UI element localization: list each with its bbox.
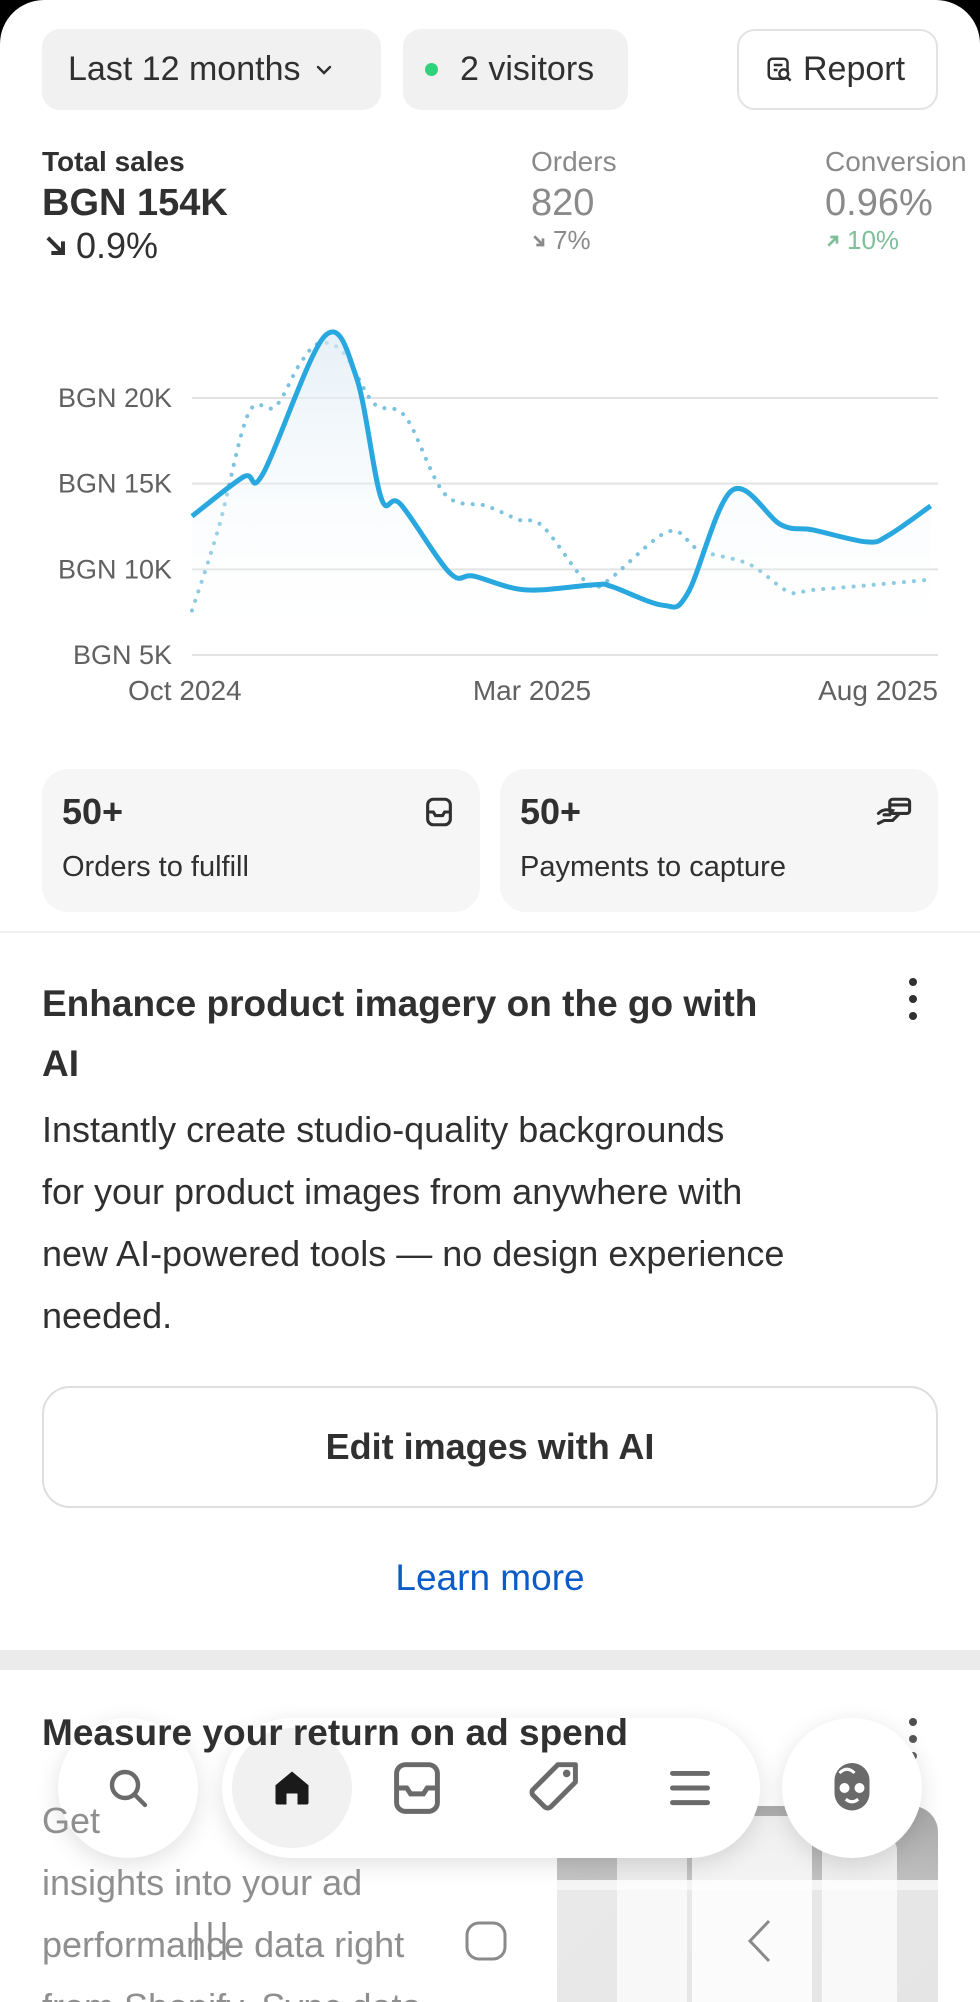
- report-button[interactable]: Report: [737, 29, 938, 110]
- card-count: 50+: [62, 791, 124, 832]
- back-icon[interactable]: [745, 1918, 775, 1964]
- edit-images-label: Edit images with AI: [325, 1426, 655, 1467]
- arrow-down-right-icon: [533, 234, 545, 246]
- series-area: [192, 331, 931, 655]
- series-line-comparison: [190, 340, 933, 613]
- x-tick-label: Aug 2025: [818, 675, 938, 706]
- metric-value: BGN 154K: [42, 182, 228, 224]
- avatar-icon: [834, 1763, 870, 1811]
- bottom-fade: [0, 1880, 980, 2002]
- metric-label: Total sales: [42, 146, 185, 177]
- metric-conversion[interactable]: Conversion 0.96% 10%: [825, 146, 967, 256]
- card-count: 50+: [520, 791, 582, 832]
- metric-value: 0.96%: [825, 182, 933, 224]
- promo-body-line: for your product images from anywhere wi…: [42, 1171, 743, 1212]
- bottom-nav-bar: [222, 1718, 760, 1858]
- next-card-body-line: insights into your ad: [42, 1862, 363, 1903]
- recents-icon[interactable]: [190, 1920, 230, 1962]
- system-home-icon[interactable]: [464, 1920, 508, 1962]
- nav-profile-button[interactable]: [782, 1718, 922, 1858]
- menu-icon: [670, 1770, 710, 1806]
- next-card-body-line: performance data right: [42, 1924, 405, 1965]
- metric-label: Conversion: [825, 146, 967, 177]
- live-visitors-button[interactable]: 2 visitors: [403, 29, 628, 110]
- live-dot-icon: [425, 63, 438, 76]
- arrow-down-right-icon: [46, 236, 65, 255]
- promo-title-line: AI: [42, 1043, 79, 1084]
- metric-label: Orders: [531, 146, 617, 177]
- edit-images-button[interactable]: Edit images with AI: [42, 1386, 938, 1508]
- promo-body-line: needed.: [42, 1295, 173, 1336]
- nav-home-button[interactable]: [232, 1728, 352, 1848]
- nav-orders-button[interactable]: [382, 1753, 452, 1828]
- metric-change: 7%: [531, 225, 617, 256]
- x-tick-label: Oct 2024: [128, 675, 242, 706]
- inbox-icon: [426, 797, 452, 827]
- card-label: Orders to fulfill: [62, 851, 249, 883]
- home-icon: [275, 1771, 309, 1805]
- y-tick-label: BGN 20K: [58, 383, 172, 413]
- metric-orders[interactable]: Orders 820 7%: [531, 146, 617, 256]
- next-card-body-line: from Shopify. Sync data: [42, 1976, 422, 2002]
- learn-more-link[interactable]: Learn more: [0, 1557, 980, 1599]
- sales-chart[interactable]: BGN 5K BGN 10K BGN 15K BGN 20K Oct 2024 Mar 2…: [0, 310, 980, 710]
- report-search-icon: [767, 57, 792, 82]
- date-range-label: Last 12 months: [68, 50, 301, 88]
- metric-change-value: 7%: [553, 225, 591, 255]
- promo-title-line: Enhance product imagery on the go with: [42, 983, 758, 1024]
- y-tick-label: BGN 10K: [58, 554, 172, 584]
- report-label: Report: [803, 50, 906, 88]
- arrow-up-right-icon: [827, 235, 839, 247]
- nav-search-button[interactable]: [58, 1718, 198, 1858]
- search-icon: [109, 1769, 148, 1808]
- metric-total-sales[interactable]: Total sales BGN 154K 0.9%: [42, 146, 228, 267]
- promo-body-line: Instantly create studio-quality backgrou…: [42, 1109, 725, 1150]
- date-range-dropdown[interactable]: Last 12 months: [42, 29, 381, 110]
- metric-value: 820: [531, 182, 595, 224]
- card-label: Payments to capture: [520, 851, 786, 883]
- next-card-body: Get insights into your ad performance da…: [42, 1790, 422, 2002]
- learn-more-label[interactable]: Learn more: [395, 1557, 585, 1598]
- promo-body-line: new AI-powered tools — no design experie…: [42, 1233, 785, 1274]
- metric-change-value: 10%: [847, 225, 900, 255]
- orders-to-fulfill-card[interactable]: 50+ Orders to fulfill: [42, 769, 480, 912]
- y-tick-label: BGN 5K: [73, 640, 172, 670]
- chevron-down-icon: [317, 65, 332, 75]
- more-options-icon[interactable]: [899, 976, 927, 1022]
- next-card-title: Measure your return on ad spend: [42, 1712, 628, 1753]
- next-card-body-line: Get: [42, 1800, 101, 1841]
- hand-card-icon: [876, 797, 912, 825]
- promo-body: Instantly create studio-quality backgrou…: [42, 1099, 784, 1347]
- series-line-current: [190, 329, 933, 610]
- tag-icon: [529, 1762, 578, 1811]
- metric-change: 0.9%: [42, 225, 228, 267]
- inbox-icon: [394, 1762, 440, 1814]
- x-tick-label: Mar 2025: [473, 675, 591, 706]
- promo-title: Enhance product imagery on the go with A…: [42, 974, 757, 1094]
- visitors-label: 2 visitors: [460, 50, 595, 88]
- metric-change: 10%: [825, 225, 967, 256]
- nav-menu-button[interactable]: [655, 1753, 725, 1828]
- payments-to-capture-card[interactable]: 50+ Payments to capture: [500, 769, 938, 912]
- metric-change-value: 0.9%: [76, 225, 159, 266]
- nav-products-button[interactable]: [520, 1753, 590, 1828]
- y-tick-label: BGN 15K: [58, 469, 172, 499]
- section-divider: [0, 931, 980, 933]
